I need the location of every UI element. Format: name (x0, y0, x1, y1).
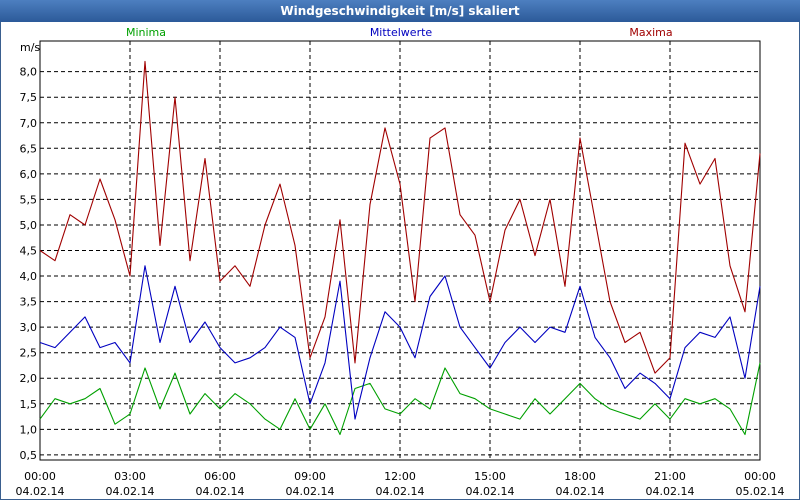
y-tick-label: 5,5 (20, 193, 38, 206)
x-tick-date: 05.02.14 (736, 485, 785, 498)
y-tick-label: 0,5 (20, 449, 38, 462)
x-tick-time: 03:00 (114, 470, 146, 483)
x-tick-date: 04.02.14 (556, 485, 605, 498)
y-axis: 0,5 1,0 1,5 2,0 2,5 3,0 3,5 4,0 4,5 5,0 5,5 6,0 6,5 7… (20, 66, 38, 462)
x-tick-time: 09:00 (294, 470, 326, 483)
y-tick-label: 6,0 (20, 168, 38, 181)
x-tick-date: 04.02.14 (16, 485, 65, 498)
series-line-minima (39, 362, 761, 436)
y-tick-label: 2,5 (20, 347, 38, 360)
x-tick-time: 15:00 (474, 470, 506, 483)
y-tick-label: 5,0 (20, 219, 38, 232)
legend-entry-minima: Minima (126, 26, 166, 39)
x-tick-date: 04.02.14 (106, 485, 155, 498)
x-tick-time: 12:00 (384, 470, 416, 483)
x-tick-time: 00:00 (744, 470, 776, 483)
y-tick-label: 7,5 (20, 91, 38, 104)
x-tick-date: 04.02.14 (466, 485, 515, 498)
y-tick-label: 1,5 (20, 398, 38, 411)
y-tick-label: 4,5 (20, 245, 38, 258)
y-tick-label: 2,0 (20, 372, 38, 385)
y-tick-label: 6,5 (20, 142, 38, 155)
x-tick-date: 04.02.14 (286, 485, 335, 498)
x-tick-time: 06:00 (204, 470, 236, 483)
y-tick-label: 4,0 (20, 270, 38, 283)
series-line-maxima (39, 60, 761, 374)
y-tick-label: 3,0 (20, 321, 38, 334)
y-tick-label: 7,0 (20, 117, 38, 130)
y-tick-label: 8,0 (20, 66, 38, 79)
legend-entry-mittelwerte: Mittelwerte (370, 26, 433, 39)
x-tick-date: 04.02.14 (196, 485, 245, 498)
y-tick-label: 3,5 (20, 296, 38, 309)
y-tick-label: 1,0 (20, 423, 38, 436)
x-tick-time: 18:00 (564, 470, 596, 483)
x-tick-time: 00:00 (24, 470, 56, 483)
y-axis-label: m/s (20, 41, 40, 54)
x-tick-time: 21:00 (654, 470, 686, 483)
x-tick-date: 04.02.14 (646, 485, 695, 498)
legend: Minima Mittelwerte Maxima (126, 26, 673, 39)
x-axis: 00:00 04.02.14 03:00 04.02.14 06:00 04.02.14 0… (16, 470, 785, 498)
x-tick-date: 04.02.14 (376, 485, 425, 498)
series-line-mittelwerte (39, 265, 761, 420)
series-group (39, 60, 761, 436)
legend-entry-maxima: Maxima (629, 26, 672, 39)
chart-title: Windgeschwindigkeit [m/s] skaliert (0, 0, 800, 22)
